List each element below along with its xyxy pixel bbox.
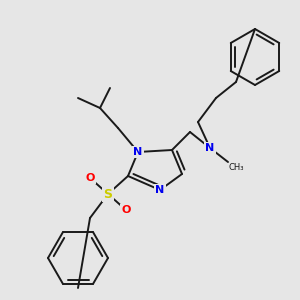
Text: O: O xyxy=(85,173,95,183)
Text: S: S xyxy=(103,188,112,200)
Text: CH₃: CH₃ xyxy=(228,164,244,172)
Text: N: N xyxy=(155,185,165,195)
Text: N: N xyxy=(134,147,142,157)
Text: O: O xyxy=(121,205,131,215)
Text: N: N xyxy=(206,143,214,153)
